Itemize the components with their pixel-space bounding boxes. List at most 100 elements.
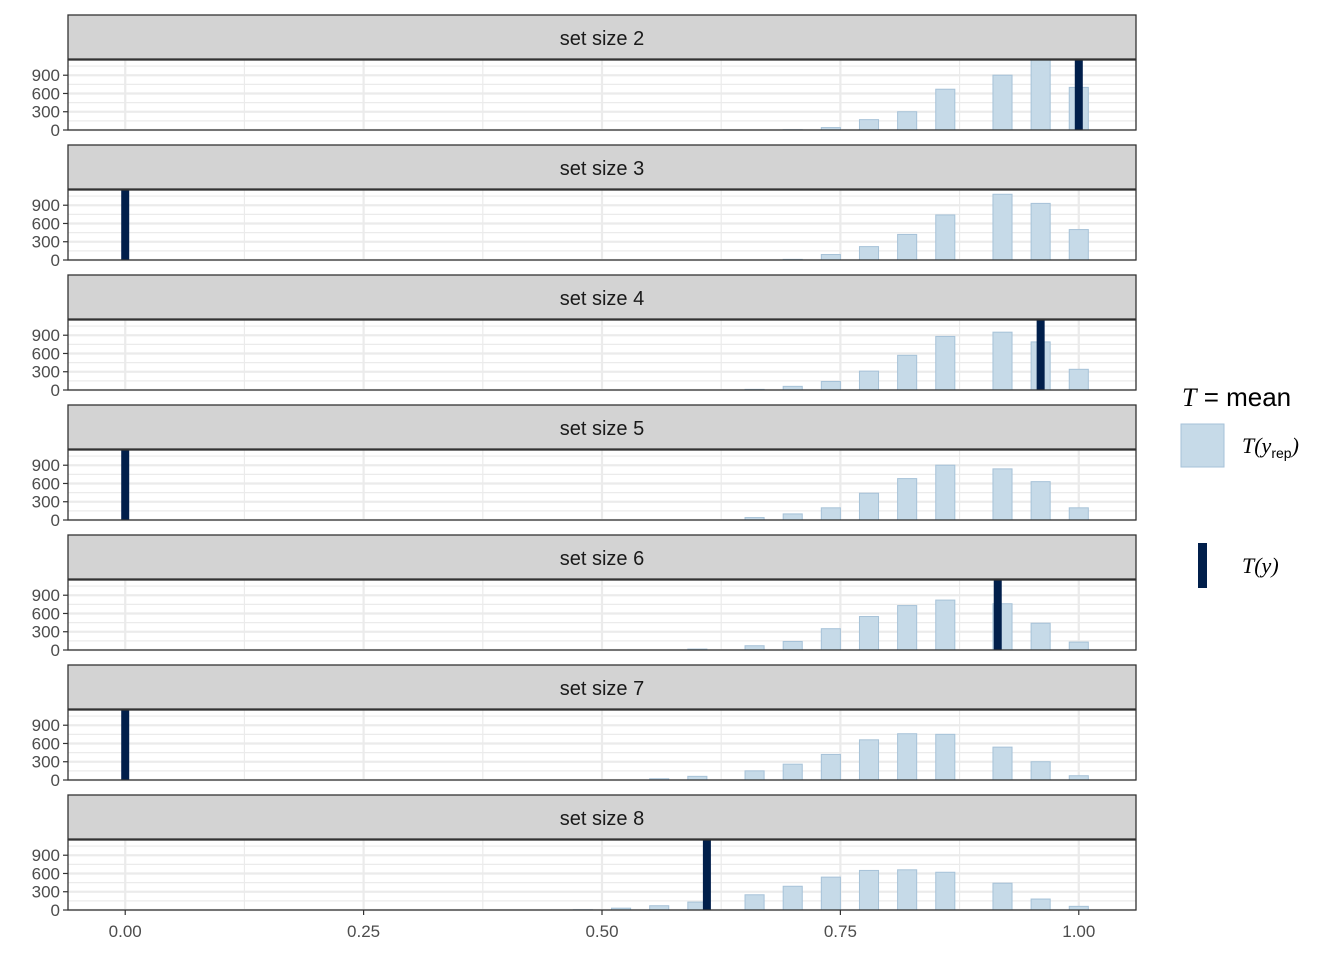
y-tick-label: 900: [32, 196, 60, 215]
y-tick-label: 600: [32, 604, 60, 623]
bar-t-yrep: [782, 513, 803, 521]
bar-t-yrep: [820, 254, 841, 261]
legend-label-rep-main: T(y: [1242, 433, 1272, 458]
y-tick-label: 0: [51, 121, 60, 140]
y-tick-label: 600: [32, 344, 60, 363]
y-tick-label: 900: [32, 586, 60, 605]
bar-t-yrep: [858, 869, 880, 911]
bar-t-yrep: [1030, 481, 1051, 521]
bar-t-yrep: [992, 331, 1013, 391]
bar-t-yrep: [782, 885, 803, 911]
panel-border: [67, 189, 1137, 261]
y-tick-label: 900: [32, 716, 60, 735]
y-tick-label: 600: [32, 474, 60, 493]
facet-strip-label: set size 8: [560, 808, 644, 830]
bar-t-yrep: [992, 882, 1013, 911]
y-tick-label: 900: [32, 326, 60, 345]
bar-t-yrep: [820, 380, 841, 391]
x-axis: 0.00 0.25 0.50 0.75 1.00: [109, 910, 1095, 941]
legend-key-obs-line: [1198, 543, 1207, 588]
y-tick-label: 600: [32, 214, 60, 233]
bar-t-yrep: [935, 214, 956, 261]
y-tick-label: 0: [51, 641, 60, 660]
bar-t-yrep: [897, 733, 918, 781]
y-tick-label: 300: [32, 623, 60, 642]
observed-t-y-line: [1074, 60, 1083, 130]
bar-t-yrep: [992, 746, 1013, 781]
panel-border: [67, 579, 1137, 651]
bar-t-yrep: [897, 111, 918, 131]
y-tick-label: 600: [32, 864, 60, 883]
bar-t-yrep: [935, 88, 956, 131]
bar-t-yrep: [897, 233, 918, 261]
y-tick-label: 900: [32, 846, 60, 865]
y-tick-label: 0: [51, 771, 60, 790]
bar-t-yrep: [897, 354, 918, 391]
facet-strip: [67, 274, 1137, 320]
bar-t-yrep: [897, 478, 918, 521]
x-tick-label: 1.00: [1062, 922, 1095, 941]
bar-t-yrep: [858, 119, 880, 131]
y-tick-label: 900: [32, 66, 60, 85]
bar-t-yrep: [935, 871, 956, 911]
y-tick-label: 300: [32, 493, 60, 512]
facet-strip: [67, 534, 1137, 580]
facet-strip: [67, 664, 1137, 710]
panel-border: [67, 449, 1137, 521]
facet-strip: [67, 794, 1137, 840]
bar-t-yrep: [744, 894, 765, 911]
bar-t-yrep: [935, 733, 956, 781]
bar-t-yrep: [992, 468, 1013, 521]
bar-t-yrep: [1068, 507, 1089, 521]
y-tick-label: 0: [51, 901, 60, 920]
legend-title: T = mean: [1182, 382, 1291, 412]
y-tick-label: 600: [32, 84, 60, 103]
bar-t-yrep: [1068, 229, 1089, 261]
panel-border: [67, 59, 1137, 131]
bar-t-yrep: [782, 763, 803, 781]
y-tick-label: 300: [32, 363, 60, 382]
facet-strip-label: set size 4: [560, 288, 644, 310]
legend-label-obs: T(y): [1242, 553, 1279, 578]
bar-t-yrep: [744, 770, 765, 781]
legend-label-rep: T(yrep): [1242, 433, 1299, 461]
facet-strip: [67, 144, 1137, 190]
y-tick-label: 300: [32, 883, 60, 902]
bar-t-yrep: [935, 335, 956, 391]
bar-t-yrep: [820, 753, 841, 781]
bar-t-yrep: [1030, 761, 1051, 781]
bar-t-yrep: [858, 492, 880, 521]
facet-strip-label: set size 3: [560, 158, 644, 180]
bar-t-yrep: [897, 605, 918, 651]
panel-border: [67, 709, 1137, 781]
observed-t-y-line: [121, 710, 130, 780]
legend-title-symbol: T: [1182, 383, 1198, 412]
legend: T = mean T(yrep) T(y): [1180, 382, 1299, 588]
x-tick-label: 0.50: [585, 922, 618, 941]
facet-strip: [67, 404, 1137, 450]
legend-title-rest: = mean: [1196, 382, 1291, 412]
bar-t-yrep: [782, 640, 803, 651]
x-tick-label: 0.75: [824, 922, 857, 941]
bar-t-yrep: [858, 739, 880, 781]
bar-t-yrep: [1068, 641, 1089, 651]
observed-t-y-line: [121, 450, 130, 520]
observed-t-y-line: [993, 580, 1002, 650]
legend-label-rep-sub: rep: [1271, 445, 1291, 461]
observed-t-y-line: [702, 840, 711, 910]
legend-key-rep-swatch: [1180, 423, 1225, 468]
bar-t-yrep: [858, 246, 880, 261]
y-tick-label: 300: [32, 103, 60, 122]
bar-t-yrep: [897, 869, 918, 911]
y-tick-label: 0: [51, 511, 60, 530]
y-tick-label: 900: [32, 456, 60, 475]
x-tick-label: 0.25: [347, 922, 380, 941]
observed-t-y-line: [121, 190, 130, 260]
